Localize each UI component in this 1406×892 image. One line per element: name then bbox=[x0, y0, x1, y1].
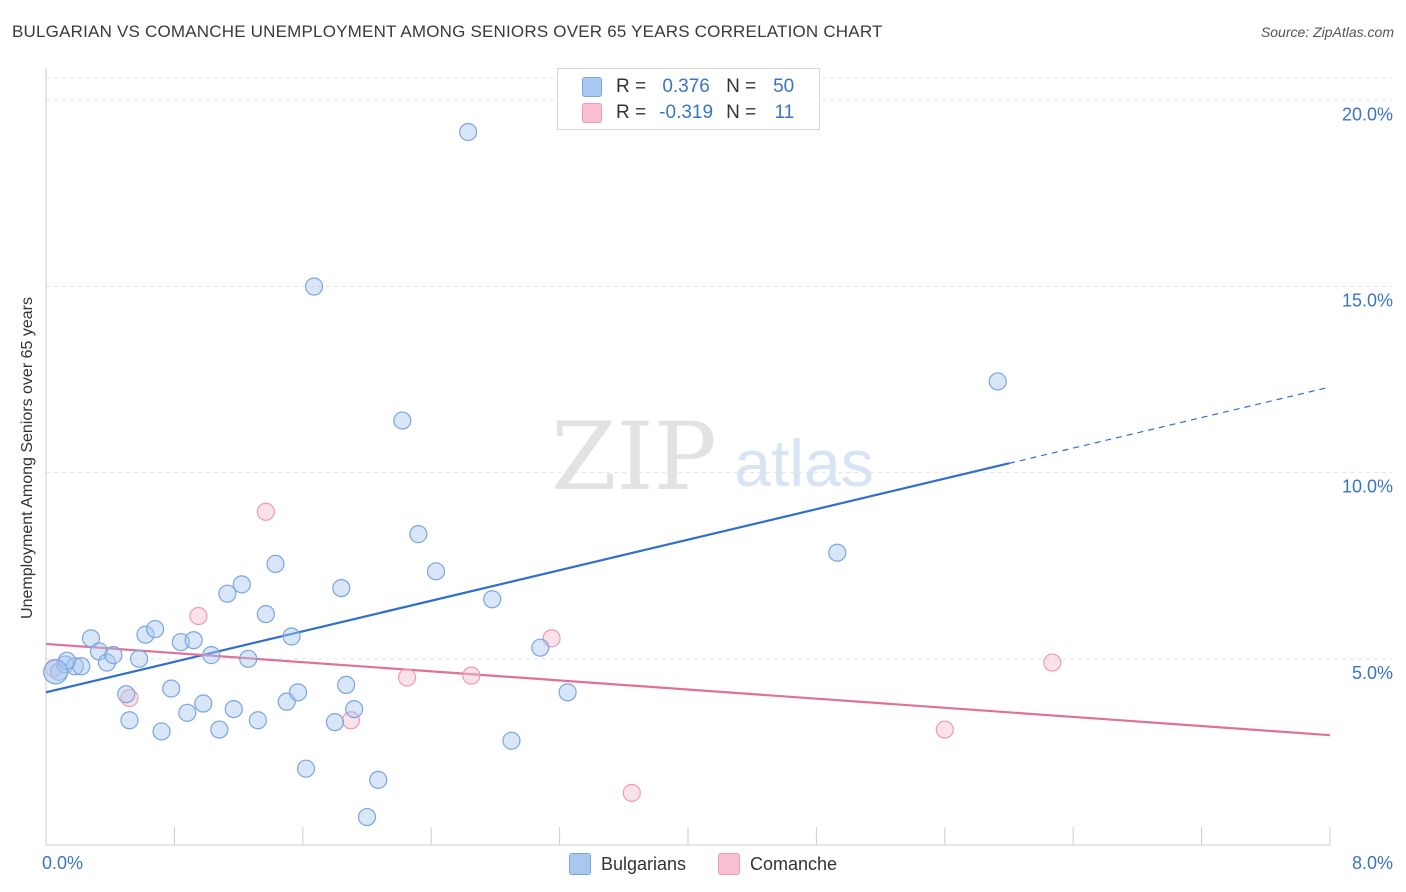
trend-line-bulgarians bbox=[45, 462, 1010, 694]
series-swatch-bulgarians bbox=[568, 853, 591, 875]
data-point-bulgarians bbox=[97, 653, 117, 672]
trend-line-comanche bbox=[45, 642, 1331, 737]
y-tick-label: 15.0% bbox=[1342, 291, 1393, 311]
data-points bbox=[43, 122, 1062, 827]
data-point-comanche bbox=[935, 720, 954, 739]
data-point-bulgarians bbox=[502, 731, 521, 750]
data-point-bulgarians bbox=[120, 711, 139, 730]
series-label-comanche: Comanche bbox=[750, 853, 838, 874]
watermark-zip: ZIP bbox=[551, 403, 717, 512]
tick-labels: 5.0% 10.0% 15.0% 20.0% 0.0% 8.0% bbox=[42, 104, 1393, 873]
data-point-bulgarians bbox=[129, 649, 149, 668]
data-point-bulgarians bbox=[194, 694, 213, 713]
data-point-comanche bbox=[462, 666, 481, 685]
watermark: ZIP atlas bbox=[551, 403, 874, 512]
legend-swatch-bulgarians bbox=[582, 77, 602, 97]
y-tick-label: 10.0% bbox=[1342, 477, 1393, 497]
data-point-bulgarians bbox=[369, 770, 388, 789]
data-point-bulgarians bbox=[266, 554, 285, 573]
data-point-bulgarians bbox=[345, 699, 364, 719]
series-label-bulgarians: Bulgarians bbox=[600, 853, 686, 874]
data-point-comanche bbox=[1043, 653, 1062, 672]
source-label: Source: ZipAtlas.com bbox=[1260, 24, 1394, 40]
legend-n-value: 11 bbox=[774, 102, 795, 123]
data-point-bulgarians bbox=[325, 713, 344, 732]
x-tick-label-min: 0.0% bbox=[42, 853, 83, 873]
data-point-bulgarians bbox=[828, 543, 847, 562]
data-point-comanche bbox=[341, 711, 361, 730]
axes bbox=[45, 68, 1331, 846]
y-axis-title: Unemployment Among Seniors over 65 years bbox=[19, 297, 36, 619]
grid-lines bbox=[46, 77, 1392, 660]
legend-r-value: 0.376 bbox=[662, 76, 710, 97]
series-legend-comanche[interactable]: Comanche bbox=[718, 853, 837, 875]
data-point-bulgarians bbox=[304, 277, 324, 296]
data-point-bulgarians bbox=[332, 578, 351, 598]
legend-row-bulgarians: R = 0.376 N = 50 bbox=[582, 75, 794, 99]
legend-n-value: 50 bbox=[773, 76, 795, 97]
legend-r-label: R = bbox=[616, 76, 647, 97]
y-tick-label: 20.0% bbox=[1342, 104, 1393, 124]
data-point-bulgarians bbox=[162, 679, 181, 698]
data-point-bulgarians bbox=[239, 649, 258, 668]
data-point-bulgarians bbox=[296, 759, 316, 778]
data-point-bulgarians bbox=[483, 590, 502, 609]
watermark-atlas: atlas bbox=[734, 426, 873, 500]
chart-title: BULGARIAN VS COMANCHE UNEMPLOYMENT AMONG… bbox=[12, 22, 883, 41]
data-point-bulgarians bbox=[337, 675, 356, 694]
data-point-bulgarians bbox=[184, 631, 203, 650]
legend-r-value: -0.319 bbox=[659, 102, 714, 123]
trend-lines bbox=[45, 386, 1331, 737]
data-point-bulgarians bbox=[988, 372, 1007, 391]
legend-swatch-comanche bbox=[582, 103, 602, 123]
data-point-comanche bbox=[622, 783, 641, 802]
legend-row-comanche: R = -0.319 N = 11 bbox=[582, 101, 794, 125]
data-point-bulgarians bbox=[558, 683, 577, 702]
legend-r-label: R = bbox=[616, 102, 647, 123]
data-point-bulgarians bbox=[81, 629, 101, 648]
data-point-bulgarians bbox=[409, 525, 428, 544]
data-point-comanche bbox=[189, 606, 208, 626]
data-point-bulgarians bbox=[393, 411, 412, 430]
data-point-bulgarians bbox=[152, 722, 171, 741]
series-legend-bulgarians[interactable]: Bulgarians bbox=[568, 853, 686, 875]
data-point-bulgarians bbox=[256, 605, 275, 624]
series-legend: Bulgarians Comanche bbox=[0, 852, 1406, 876]
trend-line-bulgarians-extension bbox=[1008, 386, 1331, 464]
correlation-legend: R = 0.376 N = 50 R = -0.319 N = 11 bbox=[557, 68, 820, 130]
data-point-bulgarians bbox=[282, 627, 301, 646]
data-point-comanche bbox=[256, 502, 275, 521]
data-point-bulgarians bbox=[426, 562, 446, 581]
x-tick-label-max: 8.0% bbox=[1352, 853, 1393, 873]
data-point-bulgarians bbox=[232, 575, 251, 594]
data-point-bulgarians bbox=[288, 683, 308, 702]
data-point-bulgarians bbox=[248, 711, 267, 730]
data-point-comanche bbox=[398, 668, 417, 687]
data-point-bulgarians bbox=[218, 584, 237, 603]
data-point-bulgarians bbox=[178, 703, 197, 722]
y-tick-label: 5.0% bbox=[1352, 663, 1393, 683]
data-point-bulgarians bbox=[210, 720, 229, 739]
data-point-bulgarians bbox=[531, 638, 550, 657]
data-point-bulgarians bbox=[224, 699, 243, 719]
data-point-bulgarians bbox=[459, 122, 478, 142]
legend-n-label: N = bbox=[726, 102, 757, 123]
data-point-bulgarians bbox=[202, 646, 221, 665]
data-point-bulgarians bbox=[146, 619, 165, 639]
data-point-bulgarians bbox=[357, 807, 377, 827]
data-point-cluster bbox=[43, 659, 69, 685]
data-point-bulgarians bbox=[104, 646, 123, 665]
data-point-bulgarians bbox=[136, 625, 155, 644]
data-point-bulgarians bbox=[117, 685, 136, 704]
legend-n-label: N = bbox=[726, 76, 757, 97]
series-swatch-comanche bbox=[718, 853, 740, 875]
